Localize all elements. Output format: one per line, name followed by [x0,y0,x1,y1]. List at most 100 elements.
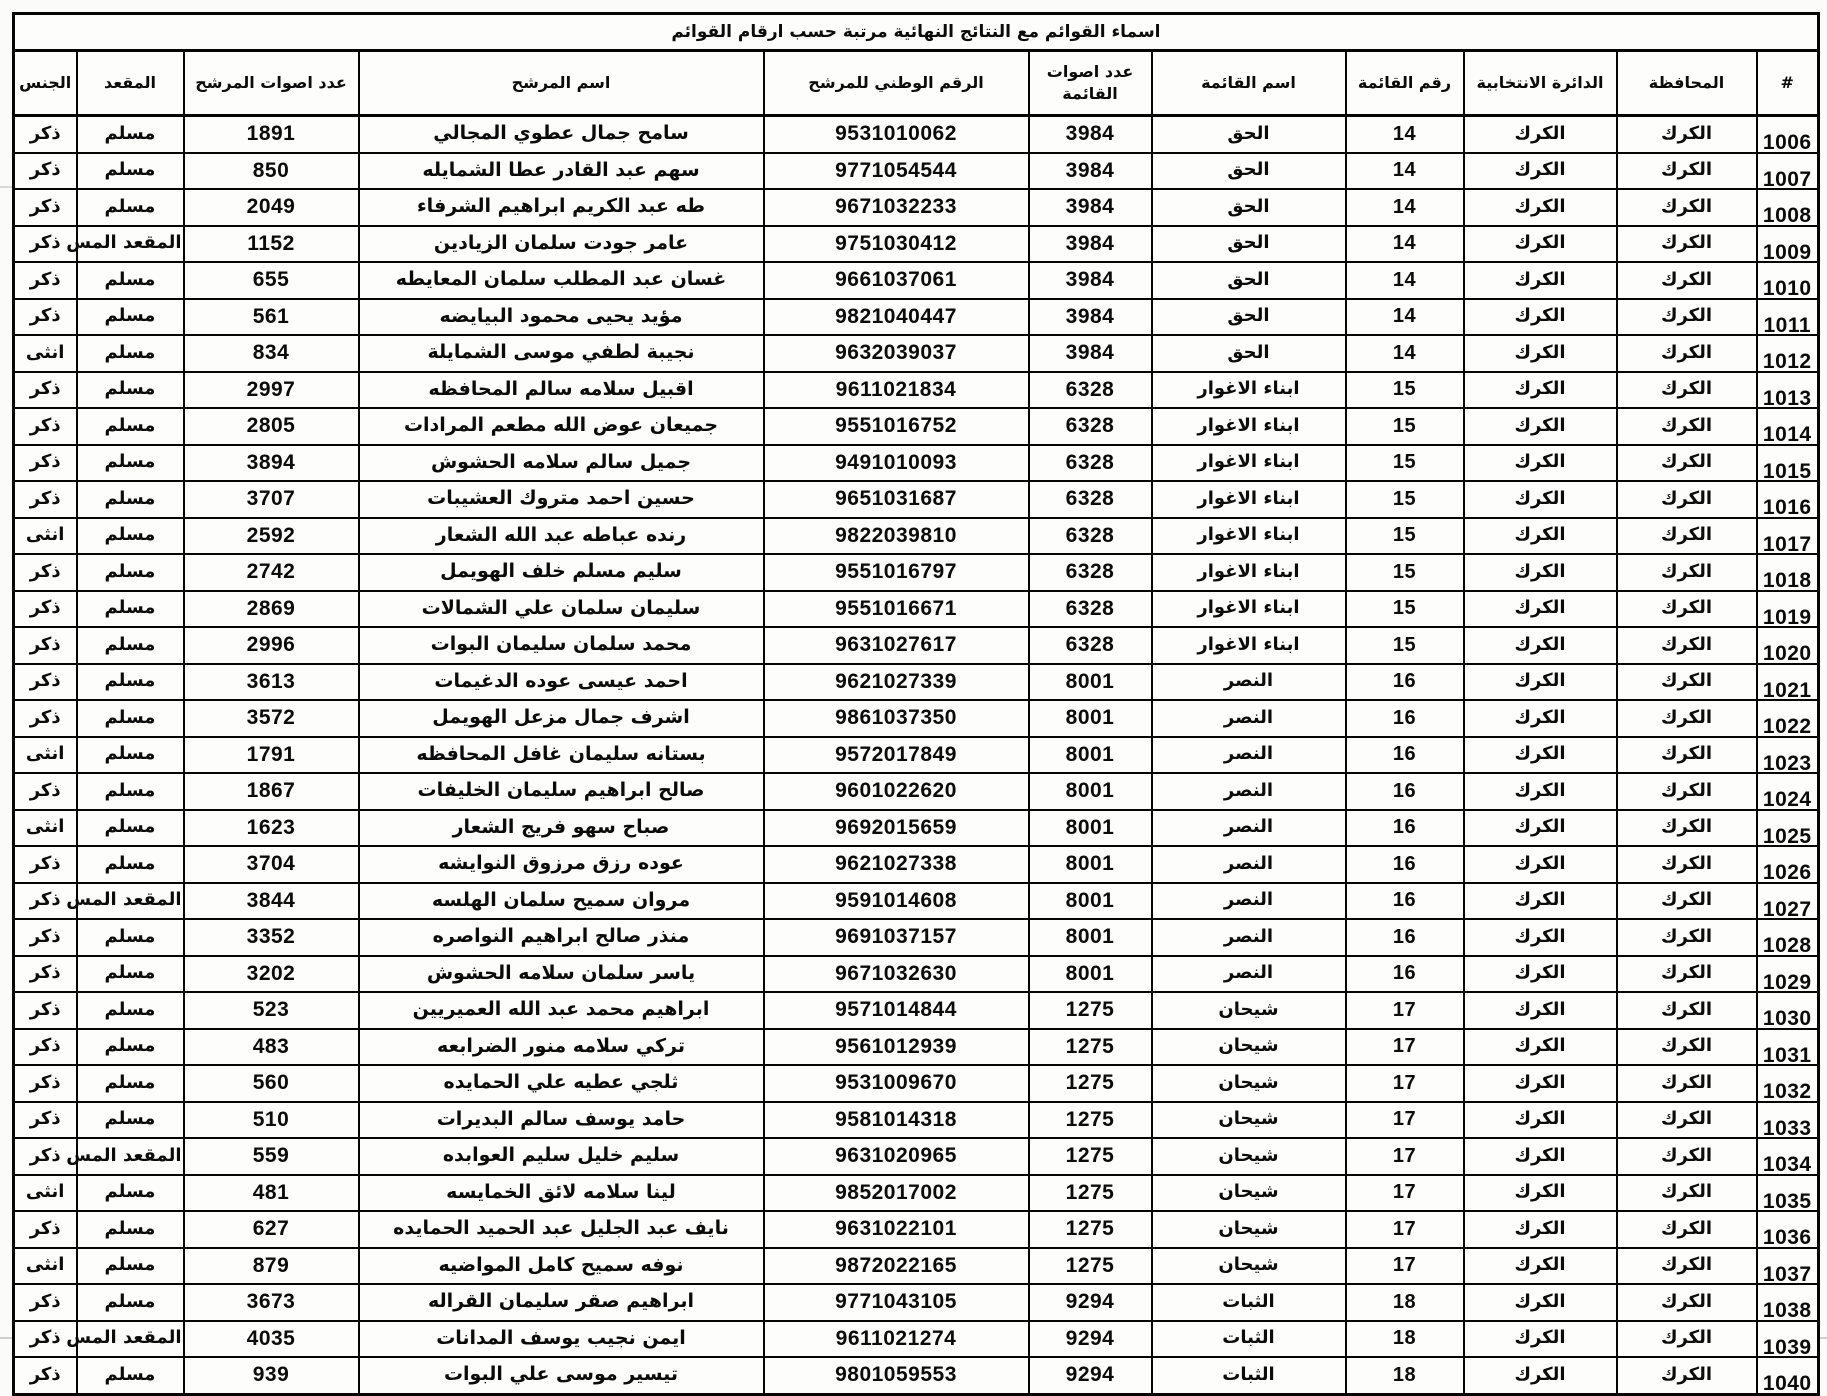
cell-serial: 1029 [1755,954,1820,993]
cell-national-id: 9671032630 [762,954,1030,993]
cell-candidate-name: مؤيد يحيى محمود البيايضه [357,297,765,336]
cell-candidate-name: منذر صالح ابراهيم النواصره [357,918,765,957]
cell-candidate-name: تيسير موسى علي البوات [357,1356,765,1395]
cell-candidate-name: احمد عيسى عوده الدغيمات [357,662,765,701]
cell-district: الكرك [1462,881,1618,920]
cell-seat: مسلم [75,1283,185,1322]
cell-serial: 1028 [1755,918,1820,957]
table-row: 1028 الكرك الكرك 16 النصر 8001 9691037157 منذر … [12,918,1820,957]
cell-list-number: 18 [1344,1356,1465,1395]
cell-candidate-name: نايف عبد الجليل عبد الحميد الحمايده [357,1210,765,1249]
cell-national-id: 9661037061 [762,261,1030,300]
cell-seat: مسلم [75,1027,185,1066]
cell-governorate: الكرك [1615,1283,1758,1322]
cell-list-name: النصر [1150,735,1347,774]
cell-list-name: شيحان [1150,1210,1347,1249]
cell-list-name: الثبات [1150,1356,1347,1395]
cell-list-name: الحق [1150,334,1347,373]
cell-national-id: 9601022620 [762,772,1030,811]
cell-gender: ذكر [12,1027,78,1066]
cell-candidate-name: بستانه سليمان غافل المحافظه [357,735,765,774]
cell-district: الكرك [1462,1246,1618,1285]
cell-serial: 1009 [1755,224,1820,263]
cell-list-name: شيحان [1150,1064,1347,1103]
cell-list-number: 16 [1344,845,1465,884]
cell-national-id: 9632039037 [762,334,1030,373]
cell-candidate-name: حسين احمد متروك العشيبات [357,480,765,519]
cell-serial: 1026 [1755,845,1820,884]
cell-gender: انثى [12,516,78,555]
cell-serial: 1031 [1755,1027,1820,1066]
cell-district: الكرك [1462,735,1618,774]
table-row: 1013 الكرك الكرك 15 ابناء الاغوار 6328 9611021… [12,370,1820,409]
cell-gender: ذكر [12,699,78,738]
cell-candidate-votes: 879 [182,1246,360,1285]
cell-list-number: 16 [1344,808,1465,847]
cell-list-name: النصر [1150,662,1347,701]
cell-list-number: 17 [1344,991,1465,1030]
table-row: 1036 الكرك الكرك 17 شيحان 1275 9631022101 نايف … [12,1210,1820,1249]
cell-district: الكرك [1462,261,1618,300]
cell-district: الكرك [1462,808,1618,847]
cell-list-number: 17 [1344,1027,1465,1066]
cell-candidate-votes: 3704 [182,845,360,884]
cell-seat: مسلم [75,1356,185,1395]
cell-list-votes: 8001 [1027,918,1153,957]
table-row: 1014 الكرك الكرك 15 ابناء الاغوار 6328 9551016… [12,407,1820,446]
cell-list-name: النصر [1150,881,1347,920]
cell-governorate: الكرك [1615,772,1758,811]
cell-candidate-votes: 655 [182,261,360,300]
cell-list-name: الحق [1150,297,1347,336]
page-title: اسماء القوائم مع النتائج النهائية مرتبة … [12,12,1820,52]
cell-candidate-votes: 3202 [182,954,360,993]
cell-list-number: 17 [1344,1064,1465,1103]
cell-governorate: الكرك [1615,1100,1758,1139]
cell-seat: مسلم [75,1100,185,1139]
cell-seat: مسلم [75,662,185,701]
cell-list-name: شيحان [1150,1246,1347,1285]
cell-governorate: الكرك [1615,151,1758,190]
cell-serial: 1040 [1755,1356,1820,1395]
col-header-governorate: المحافظة [1615,49,1758,117]
cell-list-number: 18 [1344,1283,1465,1322]
table-row: 1015 الكرك الكرك 15 ابناء الاغوار 6328 9491010… [12,443,1820,482]
cell-list-number: 14 [1344,151,1465,190]
cell-candidate-votes: 3613 [182,662,360,701]
cell-candidate-name: سليم مسلم خلف الهويمل [357,553,765,592]
cell-national-id: 9631022101 [762,1210,1030,1249]
cell-seat: مسلم [75,589,185,628]
cell-list-number: 15 [1344,443,1465,482]
cell-seat: مسلم [75,845,185,884]
cell-list-number: 16 [1344,954,1465,993]
cell-candidate-name: مروان سميح سلمان الهلسه [357,881,765,920]
cell-list-votes: 3984 [1027,297,1153,336]
cell-list-name: النصر [1150,808,1347,847]
cell-national-id: 9861037350 [762,699,1030,738]
cell-candidate-votes: 2996 [182,626,360,665]
cell-candidate-votes: 3707 [182,480,360,519]
cell-list-number: 18 [1344,1319,1465,1358]
cell-district: الكرك [1462,224,1618,263]
cell-national-id: 9591014608 [762,881,1030,920]
cell-serial: 1017 [1755,516,1820,555]
cell-serial: 1011 [1755,297,1820,336]
cell-district: الكرك [1462,918,1618,957]
cell-serial: 1013 [1755,370,1820,409]
col-header-serial: # [1755,49,1820,117]
cell-serial: 1024 [1755,772,1820,811]
cell-district: الكرك [1462,1319,1618,1358]
cell-list-name: النصر [1150,772,1347,811]
cell-list-name: ابناء الاغوار [1150,589,1347,628]
cell-candidate-name: محمد سلمان سليمان البوات [357,626,765,665]
cell-list-name: شيحان [1150,1173,1347,1212]
cell-gender: انثى [12,1246,78,1285]
cell-list-votes: 1275 [1027,991,1153,1030]
cell-seat: مسلم [75,516,185,555]
cell-list-number: 17 [1344,1210,1465,1249]
cell-national-id: 9621027339 [762,662,1030,701]
cell-gender: ذكر [12,188,78,227]
cell-governorate: الكرك [1615,370,1758,409]
cell-list-votes: 6328 [1027,407,1153,446]
cell-gender: ذكر [12,626,78,665]
cell-serial: 1020 [1755,626,1820,665]
